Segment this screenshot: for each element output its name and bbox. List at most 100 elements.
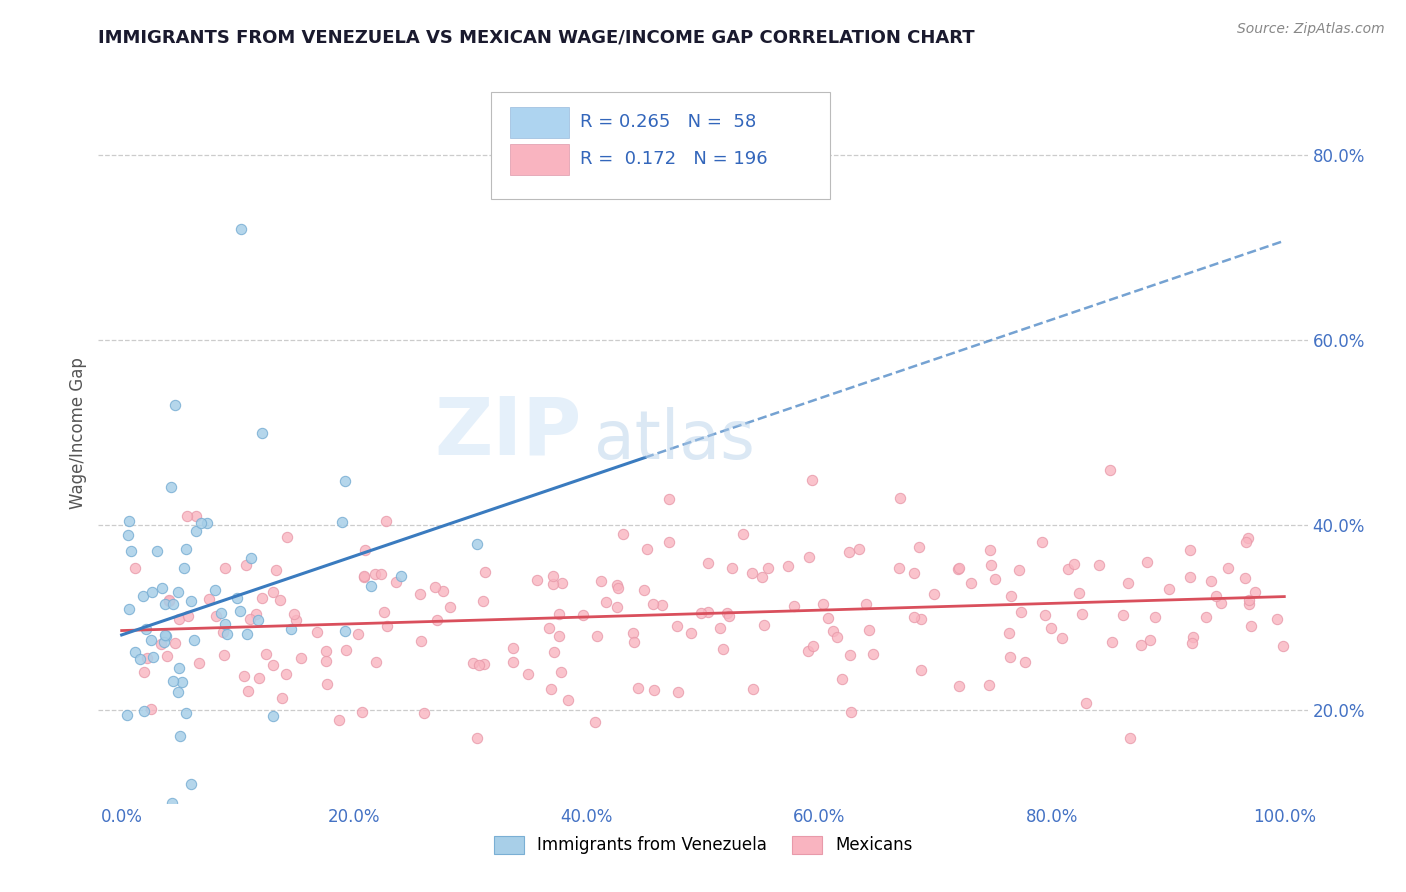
Point	[997, 626, 1019, 640]
Point	[1237, 593, 1260, 607]
Point	[153, 627, 176, 641]
Point	[184, 524, 207, 538]
Point	[204, 583, 226, 598]
Point	[290, 651, 312, 665]
Point	[1216, 560, 1239, 574]
Point	[998, 650, 1021, 665]
Point	[690, 606, 713, 620]
Point	[467, 658, 489, 673]
Point	[167, 660, 190, 674]
Point	[354, 543, 377, 558]
Point	[583, 715, 606, 730]
Point	[214, 560, 236, 574]
Point	[502, 641, 524, 656]
Point	[721, 560, 744, 574]
Point	[184, 508, 207, 523]
Point	[541, 577, 564, 591]
Point	[696, 605, 718, 619]
Point	[1144, 610, 1167, 624]
Point	[1265, 612, 1288, 626]
Point	[948, 561, 970, 575]
Text: R =  0.172   N = 196: R = 0.172 N = 196	[579, 151, 768, 169]
Point	[139, 701, 162, 715]
Legend: Immigrants from Venezuela, Mexicans: Immigrants from Venezuela, Mexicans	[486, 829, 920, 861]
Point	[439, 599, 461, 614]
Point	[821, 624, 844, 638]
Point	[150, 582, 173, 596]
Point	[797, 549, 820, 564]
Point	[959, 576, 981, 591]
Point	[801, 473, 824, 487]
Point	[231, 222, 253, 236]
Point	[586, 629, 609, 643]
Point	[117, 851, 139, 865]
Point	[651, 598, 673, 612]
Point	[305, 624, 328, 639]
Point	[285, 613, 308, 627]
Point	[413, 706, 436, 720]
Point	[157, 594, 180, 608]
Point	[174, 541, 197, 556]
Point	[557, 693, 579, 707]
Point	[1239, 597, 1261, 611]
Point	[817, 610, 839, 624]
Point	[742, 681, 765, 696]
Point	[179, 777, 201, 791]
Point	[347, 627, 370, 641]
Point	[409, 633, 432, 648]
Point	[606, 599, 628, 614]
Point	[922, 586, 945, 600]
Point	[176, 508, 198, 523]
Point	[118, 514, 141, 528]
Point	[375, 618, 398, 632]
Text: Source: ZipAtlas.com: Source: ZipAtlas.com	[1237, 22, 1385, 37]
Point	[335, 643, 357, 657]
Point	[315, 644, 337, 658]
Point	[910, 663, 932, 677]
Point	[980, 558, 1002, 573]
Point	[697, 556, 720, 570]
Point	[136, 651, 159, 665]
Point	[716, 607, 738, 621]
Point	[236, 683, 259, 698]
Point	[233, 669, 256, 683]
Point	[1237, 532, 1260, 546]
Point	[551, 576, 574, 591]
Point	[145, 544, 167, 558]
Text: atlas: atlas	[595, 407, 755, 473]
Point	[195, 516, 218, 531]
Point	[423, 580, 446, 594]
Point	[474, 565, 496, 579]
Point	[262, 709, 284, 723]
Point	[983, 572, 1005, 586]
Point	[741, 566, 763, 581]
Point	[214, 616, 236, 631]
Point	[1000, 589, 1022, 603]
Point	[160, 796, 183, 810]
Point	[198, 591, 221, 606]
Point	[187, 656, 209, 670]
Point	[538, 621, 561, 635]
Point	[858, 623, 880, 637]
Point	[709, 621, 731, 635]
Point	[1101, 635, 1123, 649]
Point	[328, 713, 350, 727]
Point	[889, 491, 911, 505]
Point	[1130, 638, 1153, 652]
Point	[463, 656, 485, 670]
Point	[831, 672, 853, 686]
Point	[180, 594, 202, 608]
Point	[247, 671, 270, 685]
Point	[163, 636, 186, 650]
Point	[229, 604, 252, 618]
Point	[548, 607, 571, 621]
Point	[1040, 621, 1063, 635]
Y-axis label: Wage/Income Gap: Wage/Income Gap	[69, 357, 87, 508]
Point	[120, 544, 142, 558]
Point	[262, 585, 284, 599]
Point	[153, 635, 176, 649]
Point	[797, 644, 820, 658]
Point	[254, 648, 277, 662]
Point	[315, 677, 337, 691]
Point	[666, 685, 689, 699]
